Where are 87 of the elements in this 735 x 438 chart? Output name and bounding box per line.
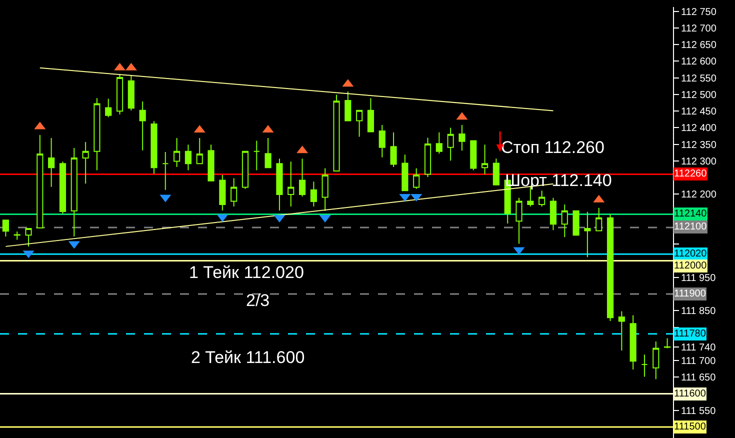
candlestick bbox=[162, 152, 169, 190]
y-tick-label: 111 950 bbox=[681, 272, 716, 284]
candlestick bbox=[402, 154, 408, 192]
y-tick-label: 112 450 bbox=[681, 106, 717, 118]
candlestick bbox=[596, 207, 602, 232]
candlestick bbox=[298, 158, 306, 198]
annotation: Стоп 112.260 bbox=[501, 138, 604, 157]
candlestick bbox=[630, 314, 636, 370]
candlestick bbox=[652, 341, 660, 380]
y-tick-label: 112 500 bbox=[681, 90, 717, 101]
candlestick bbox=[208, 144, 214, 182]
candlestick bbox=[174, 138, 180, 168]
candlestick bbox=[470, 140, 477, 171]
candlestick bbox=[550, 197, 557, 231]
candlestick bbox=[94, 98, 100, 171]
ref-line-label: 112020 bbox=[674, 248, 708, 260]
ref-line-label: 111780 bbox=[674, 328, 706, 340]
candlestick bbox=[116, 74, 124, 115]
candlestick bbox=[664, 338, 671, 349]
candlestick bbox=[139, 100, 146, 151]
y-tick-label: 111 740 bbox=[681, 342, 716, 354]
candlestick bbox=[390, 132, 397, 168]
candlestick bbox=[25, 228, 32, 247]
candlestick bbox=[59, 161, 66, 214]
y-tick-label: 112 200 bbox=[681, 190, 717, 201]
candlestick bbox=[36, 134, 44, 228]
ref-line-label: 112000 bbox=[674, 260, 708, 272]
annotation: 2/3 bbox=[246, 291, 270, 310]
candlestick bbox=[219, 174, 226, 212]
candlestick bbox=[447, 127, 454, 162]
candlestick bbox=[70, 148, 78, 237]
candlestick bbox=[82, 142, 89, 184]
candlestick bbox=[618, 310, 625, 352]
y-tick-label: 112 300 bbox=[681, 156, 717, 168]
candlestick bbox=[561, 204, 568, 238]
candlestick bbox=[242, 150, 249, 190]
candlestick bbox=[413, 168, 420, 190]
candlestick bbox=[344, 90, 352, 122]
candlestick bbox=[436, 132, 442, 154]
candlestick bbox=[378, 124, 386, 158]
candlestick bbox=[458, 124, 466, 152]
candlestick bbox=[196, 138, 203, 164]
y-tick-label: 112 650 bbox=[681, 40, 717, 52]
candlestick bbox=[264, 138, 272, 168]
candlestick bbox=[584, 211, 591, 258]
candlestick bbox=[322, 168, 328, 212]
annotation: 1 Тейк 112.020 bbox=[189, 263, 304, 282]
candlestick bbox=[253, 140, 260, 171]
y-tick-label: 112 750 bbox=[681, 6, 717, 18]
y-tick-label: 112 350 bbox=[681, 140, 717, 151]
y-tick-label: 112 400 bbox=[681, 123, 717, 134]
candlestick bbox=[14, 230, 20, 240]
candlestick bbox=[230, 178, 238, 208]
candlestick bbox=[606, 214, 614, 322]
y-tick-label: 111 650 bbox=[681, 372, 716, 384]
y-tick-label: 112 550 bbox=[681, 73, 717, 84]
ref-line-label: 111500 bbox=[674, 421, 706, 432]
candlestick bbox=[367, 98, 374, 132]
y-tick-label: 112 700 bbox=[681, 23, 717, 34]
y-tick-label: 111 550 bbox=[681, 406, 716, 417]
candlestick bbox=[310, 181, 317, 208]
ref-line-label: 112140 bbox=[674, 208, 708, 220]
candlestick bbox=[538, 190, 546, 208]
ref-line-label: 111600 bbox=[674, 388, 706, 400]
ref-line-label: 111900 bbox=[674, 288, 706, 300]
candlestick bbox=[150, 120, 158, 174]
candlestick bbox=[2, 220, 9, 237]
candlestick bbox=[333, 94, 340, 172]
candlestick bbox=[516, 197, 522, 244]
candlestick bbox=[481, 144, 488, 175]
candlestick bbox=[276, 158, 283, 212]
candlestick bbox=[641, 354, 648, 378]
candlestick bbox=[572, 210, 580, 236]
y-tick-label: 111 850 bbox=[681, 306, 716, 318]
candlestick bbox=[128, 74, 134, 111]
y-tick-label: 112 600 bbox=[681, 56, 717, 68]
y-tick-label: 111 700 bbox=[681, 356, 716, 368]
candlestick bbox=[288, 161, 294, 208]
candlestick bbox=[105, 98, 112, 118]
annotation: 2 Тейк 111.600 bbox=[191, 348, 305, 367]
candlestick bbox=[492, 158, 500, 186]
ref-line-label: 112100 bbox=[674, 221, 708, 232]
candlestick bbox=[184, 144, 192, 171]
candlestick bbox=[424, 137, 432, 178]
candlestick bbox=[356, 110, 363, 138]
candlestick bbox=[48, 138, 55, 188]
ref-line-label: 112260 bbox=[674, 168, 708, 180]
